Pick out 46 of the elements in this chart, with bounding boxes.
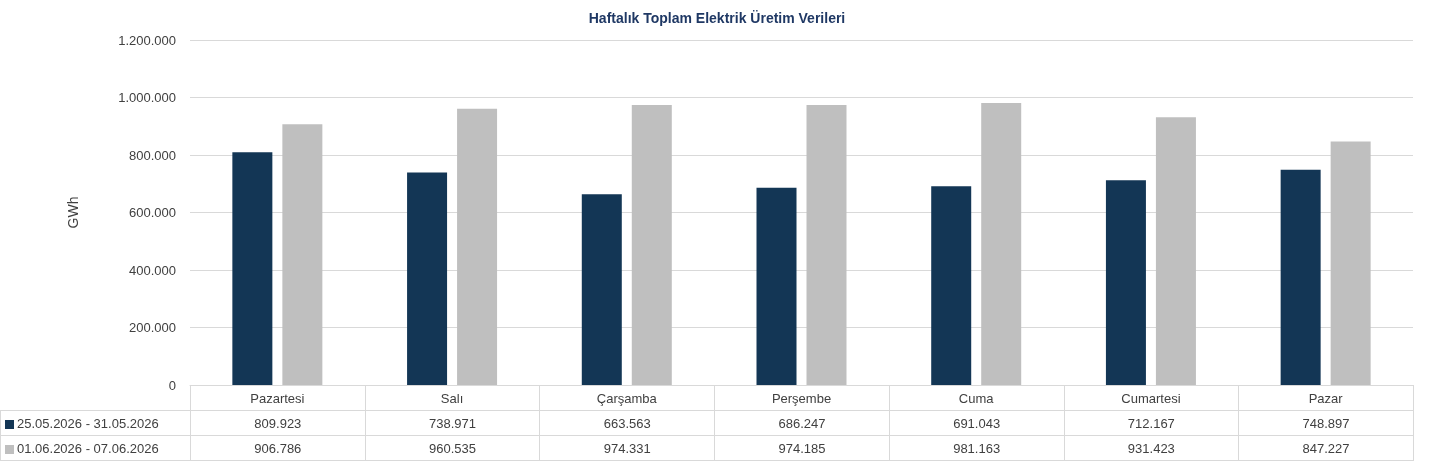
bar (457, 108, 498, 385)
x-tick-label: Çarşamba (596, 391, 658, 406)
y-tick-label: 600.000 (129, 205, 176, 220)
y-tick-label: 1.000.000 (118, 90, 176, 105)
y-tick-label: 400.000 (129, 262, 176, 278)
data-label: 974.331 (539, 435, 715, 461)
bar (981, 102, 1022, 385)
legend-label: 01.06.2026 - 07.06.2026 (17, 440, 159, 456)
data-label: 748.897 (1238, 410, 1414, 436)
bar (581, 194, 622, 385)
bar (756, 187, 797, 385)
bar (232, 152, 273, 385)
data-label: 712.167 (1064, 410, 1239, 436)
legend-label: 25.05.2026 - 31.05.2026 (17, 415, 159, 431)
data-label: 738.971 (365, 410, 540, 436)
chart-title: Haftalık Toplam Elektrik Üretim Verileri (588, 10, 846, 26)
data-label: 809.923 (190, 410, 366, 436)
bar (407, 172, 448, 385)
x-tick-label: Pazar (1308, 391, 1344, 406)
data-label: 663.563 (539, 410, 715, 436)
y-tick-label: 0 (168, 377, 176, 393)
x-tick-label: Cumartesi (1121, 391, 1181, 406)
bar (931, 186, 972, 385)
bar (1155, 117, 1196, 385)
data-label: 981.163 (889, 435, 1065, 461)
y-tick-label: 1.200.000 (118, 32, 176, 48)
data-label: 691.043 (889, 410, 1065, 436)
data-label: 847.227 (1238, 435, 1414, 461)
y-tick-label: 200.000 (129, 320, 176, 335)
bar (1105, 180, 1146, 385)
data-label: 906.786 (190, 435, 366, 461)
data-label: 974.185 (714, 435, 890, 461)
x-tick-label: Cuma (958, 391, 995, 406)
bar (631, 104, 672, 385)
data-label: 686.247 (714, 410, 890, 436)
bar (1330, 141, 1371, 385)
y-axis-title: GWh (65, 196, 81, 229)
x-tick-label: Perşembe (771, 391, 832, 406)
bar (282, 124, 323, 385)
data-label: 931.423 (1064, 435, 1239, 461)
data-label: 960.535 (365, 435, 540, 461)
x-tick-label: Pazartesi (250, 391, 305, 406)
y-tick-label: 800.000 (129, 147, 176, 163)
bar (1280, 169, 1321, 385)
bar (806, 104, 847, 385)
x-tick-label: Salı (440, 391, 464, 406)
